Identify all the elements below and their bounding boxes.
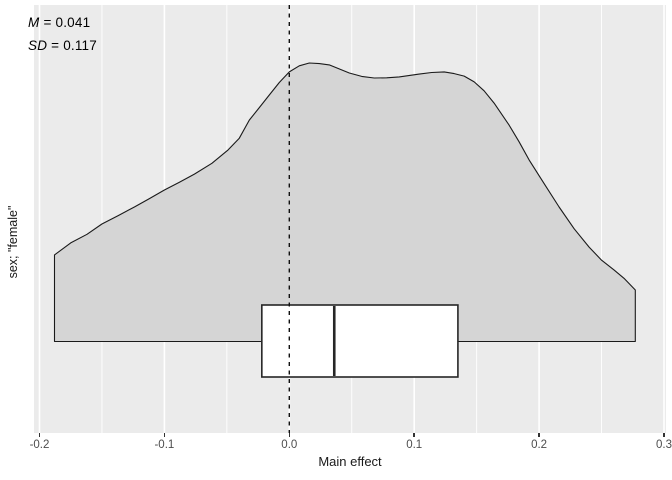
x-tick-mark <box>538 433 540 437</box>
plot-panel <box>34 5 666 433</box>
sd-annotation: SD = 0.117 <box>28 34 97 57</box>
x-tick-label: 0.2 <box>531 439 548 451</box>
mean-value: = 0.041 <box>43 15 91 30</box>
x-tick-label: 0.0 <box>281 439 298 451</box>
x-tick-label: 0.3 <box>656 439 672 451</box>
mean-annotation: M = 0.041 <box>28 11 97 34</box>
stats-annotation: M = 0.041 SD = 0.117 <box>28 11 97 57</box>
x-tick-label: -0.2 <box>29 439 50 451</box>
x-tick-mark <box>413 433 415 437</box>
x-tick-mark <box>163 433 166 437</box>
x-axis-title: Main effect <box>318 454 382 469</box>
x-tick-mark <box>38 433 41 437</box>
x-tick-mark <box>663 433 665 437</box>
plot-svg <box>38 5 665 433</box>
mean-label: M <box>28 15 40 30</box>
x-tick-label: -0.1 <box>154 439 175 451</box>
boxplot-box <box>261 304 459 378</box>
density-curve <box>53 62 636 343</box>
x-tick-label: 0.1 <box>406 439 423 451</box>
x-tick-mark <box>288 433 291 437</box>
sd-value: = 0.117 <box>51 38 97 53</box>
sd-label: SD <box>28 38 48 53</box>
y-axis-label: sex; "female" <box>6 205 20 279</box>
